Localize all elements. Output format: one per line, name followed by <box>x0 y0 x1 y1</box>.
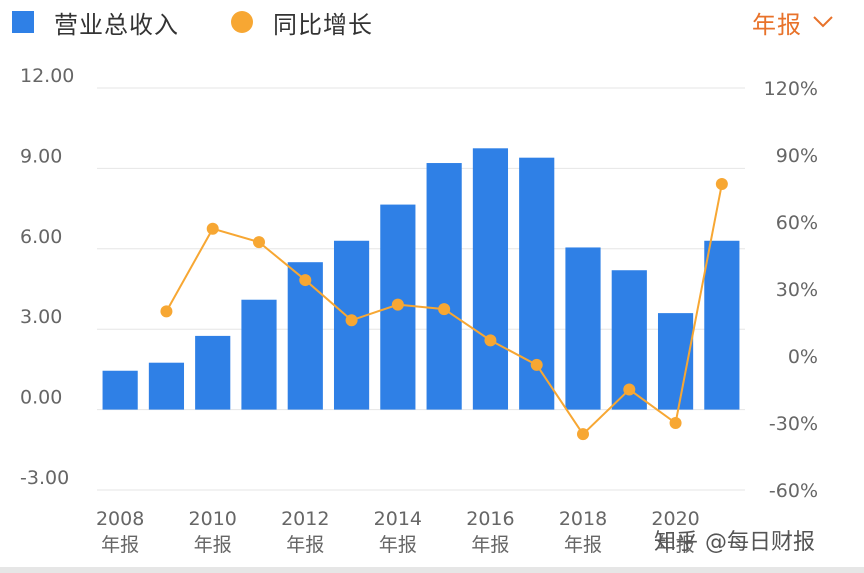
growth-point <box>669 417 682 429</box>
revenue-bar <box>426 163 462 410</box>
left-axis-tick: 0.00 <box>20 387 62 409</box>
x-axis-tick-year: 2020 <box>651 508 699 530</box>
legend-item-revenue[interactable]: 营业总收入 <box>12 5 179 40</box>
revenue-bar <box>704 240 740 410</box>
x-axis-tick-year: 2008 <box>96 508 144 530</box>
bottom-divider <box>0 567 864 573</box>
growth-point <box>206 222 219 235</box>
left-axis-tick: 3.00 <box>20 306 62 328</box>
legend-growth-label: 同比增长 <box>273 10 373 39</box>
x-axis-tick-suffix: 年报 <box>101 534 139 556</box>
right-axis-tick: 120% <box>764 78 818 100</box>
revenue-bar <box>519 157 555 410</box>
x-axis-tick-suffix: 年报 <box>657 534 695 556</box>
x-axis-tick-year: 2012 <box>281 508 329 530</box>
growth-point <box>345 314 358 327</box>
growth-point <box>577 428 589 441</box>
revenue-bar <box>241 299 277 410</box>
x-axis-tick-year: 2016 <box>466 508 514 530</box>
growth-swatch-icon <box>231 11 253 33</box>
left-axis-tick: -3.00 <box>20 467 69 489</box>
right-axis-tick: 60% <box>776 212 818 234</box>
growth-point <box>484 334 497 347</box>
x-axis-tick-year: 2018 <box>559 508 607 530</box>
left-axis-tick: 9.00 <box>20 145 62 167</box>
revenue-bar <box>565 247 601 410</box>
growth-point <box>391 298 404 311</box>
growth-point <box>438 303 451 316</box>
left-axis-tick: 6.00 <box>20 226 62 248</box>
x-axis-tick-suffix: 年报 <box>194 534 232 556</box>
left-axis-tick: 12.00 <box>20 65 74 87</box>
growth-point <box>160 305 173 318</box>
x-axis-tick-suffix: 年报 <box>471 534 509 556</box>
revenue-bar <box>195 335 231 410</box>
chevron-down-icon <box>813 16 833 28</box>
revenue-bar <box>102 370 138 410</box>
revenue-swatch-icon <box>12 11 34 33</box>
growth-point <box>715 178 728 191</box>
x-axis-tick-year: 2010 <box>189 508 237 530</box>
period-dropdown[interactable]: 年报 <box>752 4 834 40</box>
growth-point <box>253 236 265 249</box>
x-axis-tick-year: 2014 <box>374 508 422 530</box>
revenue-bar <box>148 362 185 410</box>
chart-legend: 营业总收入 同比增长 <box>0 4 413 40</box>
period-dropdown-label: 年报 <box>752 10 802 39</box>
growth-point <box>530 358 543 371</box>
growth-point <box>299 274 312 287</box>
x-axis-tick-suffix: 年报 <box>379 534 417 556</box>
growth-point <box>623 383 636 396</box>
right-axis-tick: 90% <box>776 145 818 167</box>
right-axis-tick: -60% <box>769 480 818 502</box>
watermark-text: 知乎 @每日财报 <box>654 530 815 555</box>
x-axis-tick-suffix: 年报 <box>564 534 602 556</box>
legend-item-growth[interactable]: 同比增长 <box>231 5 373 40</box>
revenue-bar <box>287 262 323 410</box>
revenue-bar <box>472 148 509 410</box>
right-axis-tick: -30% <box>769 413 818 435</box>
legend-revenue-label: 营业总收入 <box>54 10 179 39</box>
right-axis-tick: 30% <box>776 279 818 301</box>
right-axis-tick: 0% <box>788 346 818 368</box>
x-axis-tick-suffix: 年报 <box>286 534 324 556</box>
